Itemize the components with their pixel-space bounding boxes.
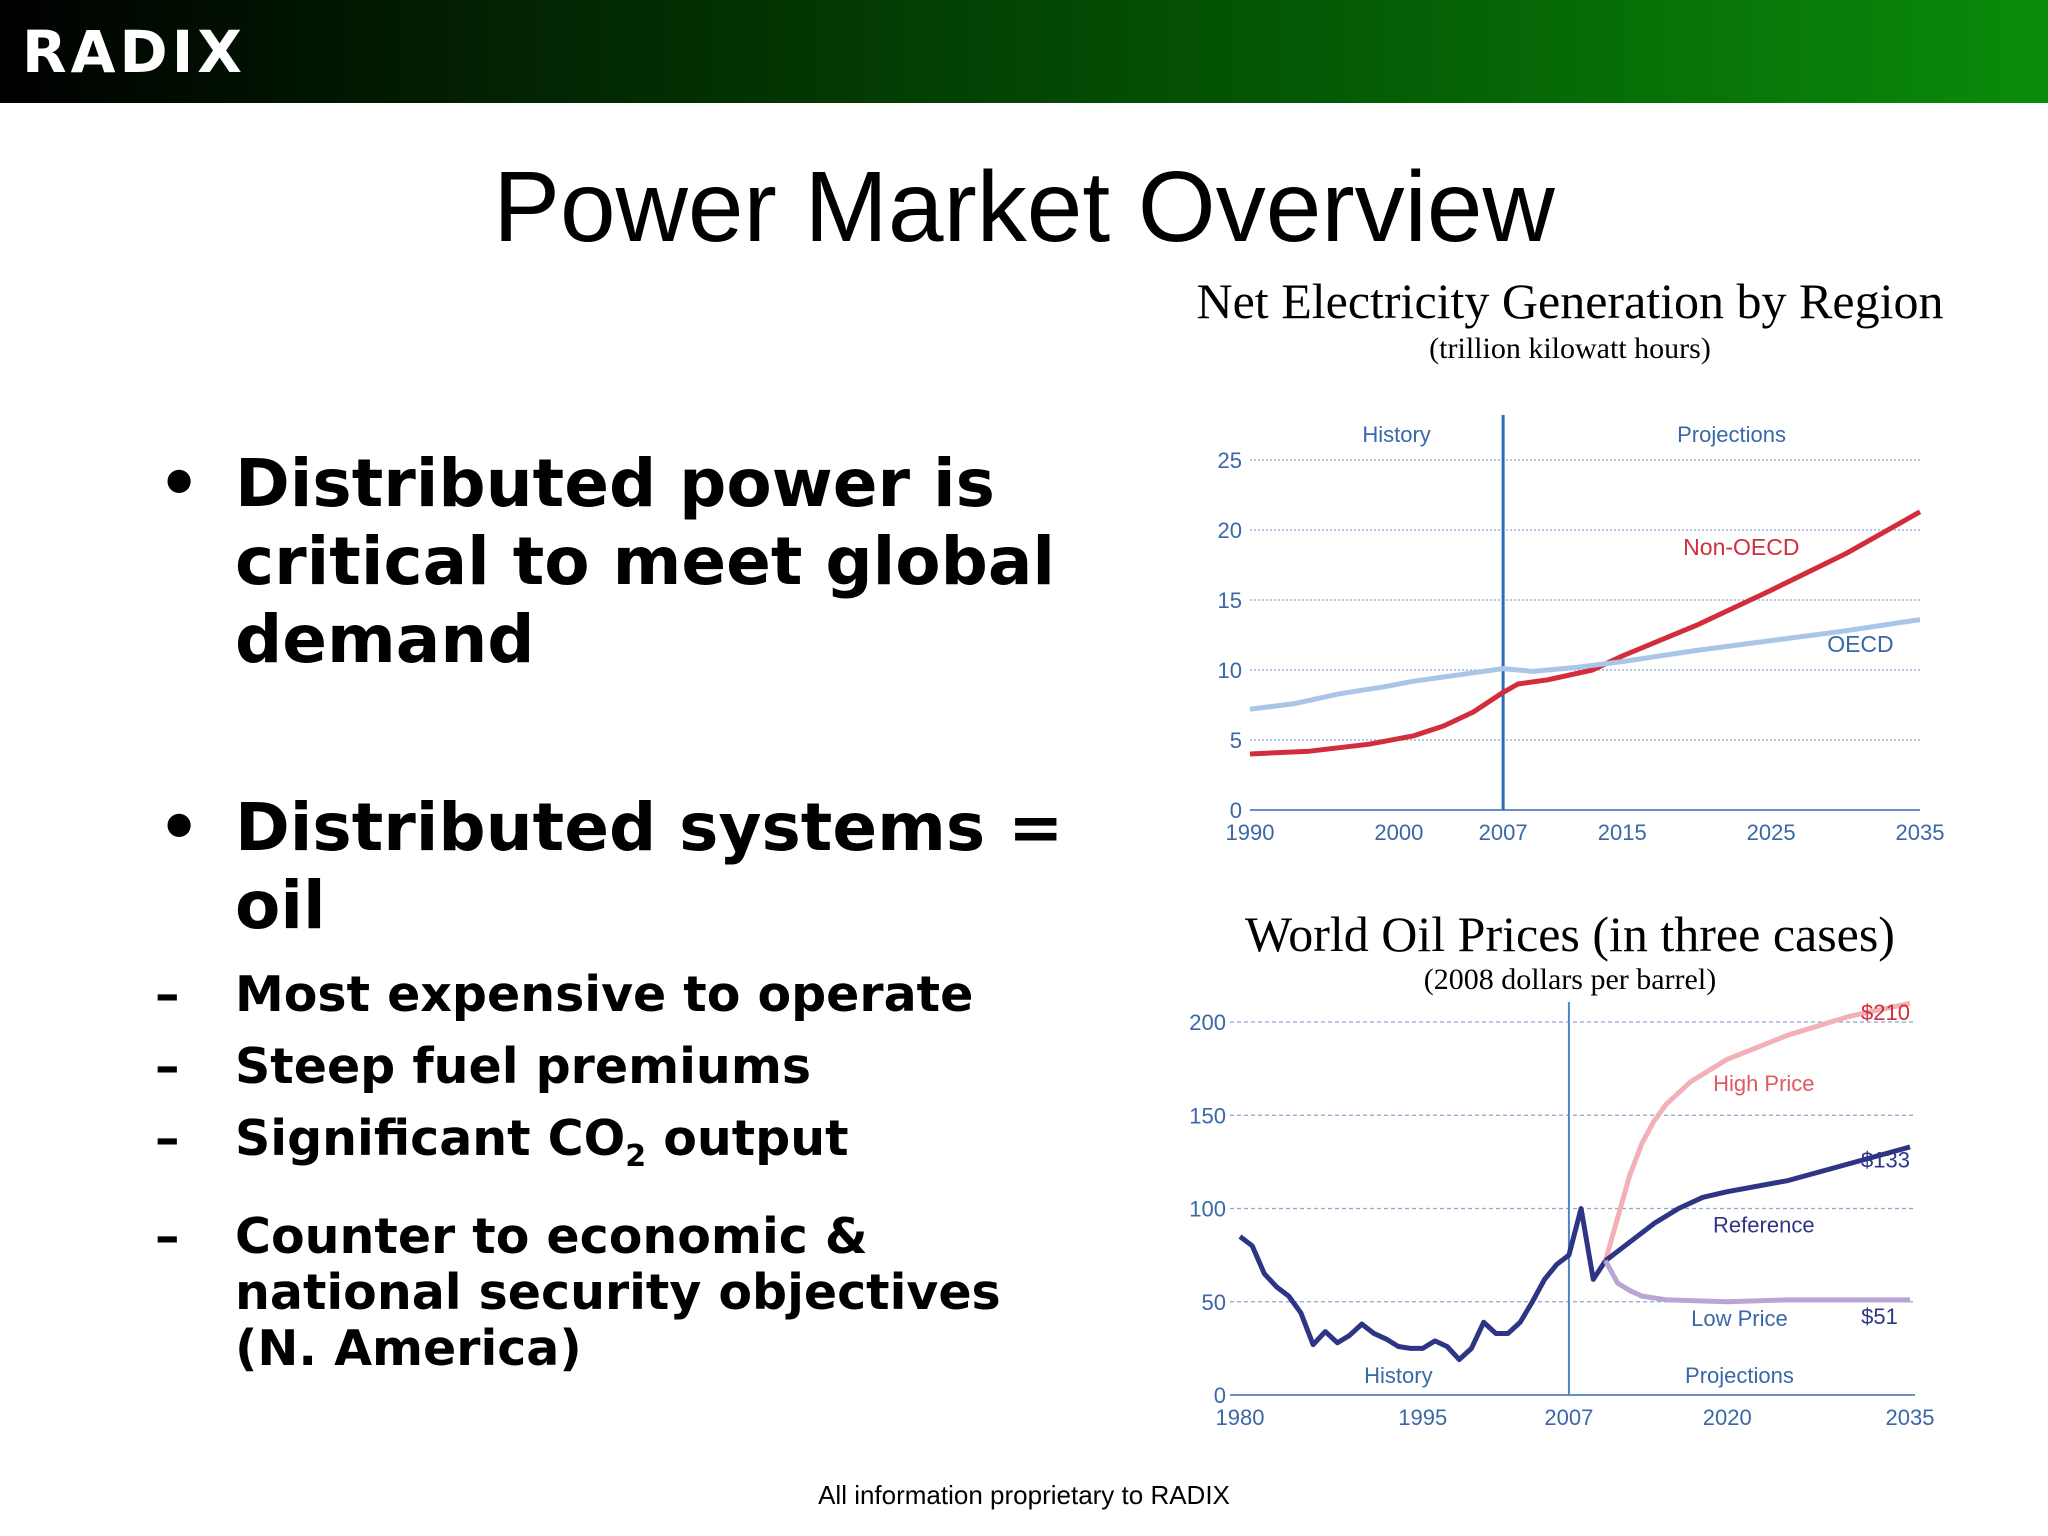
history-label: History: [1364, 1363, 1432, 1388]
series-line-oecd: [1249, 617, 1921, 712]
end-label-low-price: $51: [1861, 1304, 1898, 1329]
y-tick-label: 150: [1189, 1103, 1226, 1128]
sub-bullet-text: Significant CO: [235, 1110, 626, 1167]
x-tick-label: 2007: [1479, 820, 1528, 845]
bullet-text: Distributed power is critical to meet gl…: [235, 445, 1056, 678]
dash-icon: –: [155, 1207, 180, 1265]
end-label-high-price: $210: [1861, 1000, 1910, 1025]
history-label: History: [1362, 422, 1430, 447]
bullet-item: • Distributed systems = oil: [150, 789, 1090, 945]
projections-label: Projections: [1685, 1363, 1794, 1388]
chart1-subtitle: (trillion kilowatt hours): [1429, 332, 1711, 365]
x-tick-label: 2000: [1374, 820, 1423, 845]
x-tick-label: 2020: [1703, 1405, 1752, 1430]
x-tick-label: 1980: [1216, 1405, 1265, 1430]
chart2-subtitle: (2008 dollars per barrel): [1423, 963, 1717, 996]
series-label-oecd: OECD: [1827, 631, 1893, 657]
chart2-title: World Oil Prices (in three cases): [1245, 906, 1895, 962]
x-tick-label: 1995: [1398, 1405, 1447, 1430]
y-tick-label: 15: [1218, 588, 1242, 613]
sub-bullet-item: – Steep fuel premiums: [150, 1039, 1090, 1095]
bullet-item: • Distributed power is critical to meet …: [150, 445, 1090, 679]
series-label-low-price: Low Price: [1691, 1306, 1788, 1331]
y-tick-label: 200: [1189, 1010, 1226, 1035]
y-tick-label: 0: [1214, 1383, 1226, 1408]
y-tick-label: 10: [1218, 658, 1242, 683]
bullet-list: • Distributed power is critical to meet …: [150, 445, 1090, 1377]
sub-bullet-text: output: [663, 1110, 849, 1167]
series-line-non-oecd: [1249, 509, 1922, 757]
sub-bullet-text: Most expensive to operate: [235, 966, 974, 1023]
y-tick-label: 100: [1189, 1197, 1226, 1222]
sub-bullet-item: – Most expensive to operate: [150, 967, 1090, 1023]
bullet-dot-icon: •: [158, 445, 201, 522]
x-tick-label: 2015: [1598, 820, 1647, 845]
projections-label: Projections: [1677, 422, 1786, 447]
sub-bullet-item: – Counter to economic & national securit…: [150, 1207, 1090, 1377]
dash-icon: –: [155, 1110, 180, 1167]
series-label-high-price: High Price: [1713, 1071, 1814, 1096]
radix-logo: RADIX: [22, 18, 246, 86]
y-tick-label: 20: [1218, 518, 1242, 543]
page-title: Power Market Overview: [493, 151, 1555, 263]
bullet-text: Distributed systems = oil: [235, 789, 1064, 944]
chart1-title: Net Electricity Generation by Region: [1196, 273, 1944, 329]
series-line-high-price: [1603, 1000, 1911, 1262]
y-tick-label: 50: [1202, 1290, 1226, 1315]
series-label-reference: Reference: [1713, 1213, 1815, 1238]
series-line-low-price: [1603, 1259, 1910, 1305]
x-tick-label: 2035: [1886, 1405, 1935, 1430]
y-tick-label: 25: [1218, 448, 1242, 473]
oil-prices-chart: 0 50 100 150 200 1980 1995 2007 2020 2035 History P…: [1189, 1000, 1935, 1430]
x-tick-label: 1990: [1226, 820, 1275, 845]
x-tick-label: 2007: [1544, 1405, 1593, 1430]
y-tick-label: 0: [1230, 798, 1242, 823]
co2-subscript: 2: [625, 1138, 647, 1174]
series-line-history: [1238, 1206, 1608, 1363]
end-label-reference: $133: [1861, 1147, 1910, 1172]
bullet-dot-icon: •: [158, 789, 201, 866]
series-label-non-oecd: Non-OECD: [1683, 534, 1799, 560]
sub-bullet-item: – Significant CO2 output: [150, 1111, 1090, 1185]
x-tick-label: 2025: [1747, 820, 1796, 845]
series-line-reference: [1603, 1144, 1911, 1263]
header-bar: RADIX: [0, 0, 2048, 103]
y-tick-label: 5: [1230, 728, 1242, 753]
x-tick-label: 2035: [1896, 820, 1945, 845]
dash-icon: –: [155, 966, 180, 1023]
footer-note: All information proprietary to RADIX: [818, 1480, 1230, 1510]
sub-bullet-text: Steep fuel premiums: [235, 1038, 812, 1095]
dash-icon: –: [155, 1038, 180, 1095]
sub-bullet-text: Counter to economic & national security …: [235, 1207, 1001, 1377]
